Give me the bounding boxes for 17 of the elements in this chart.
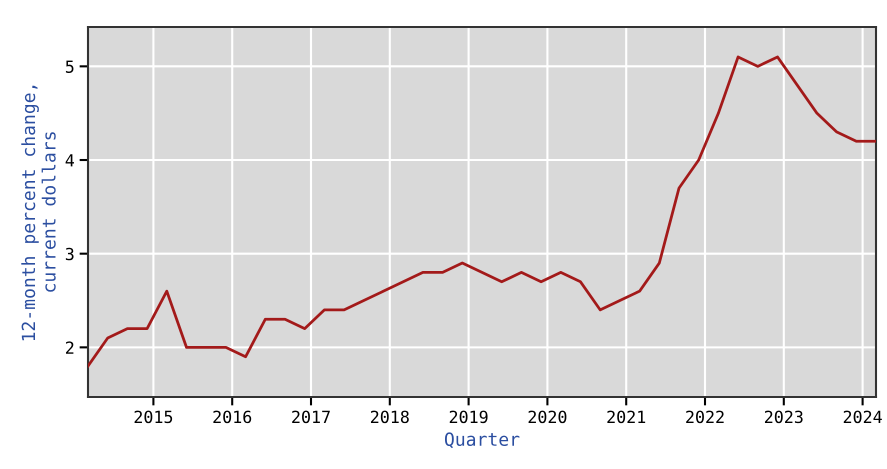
- y-tick-label: 2: [66, 341, 74, 354]
- x-axis-title: Quarter: [444, 432, 520, 448]
- x-tick-label: 2017: [292, 410, 330, 424]
- y-tick-label: 3: [66, 248, 74, 260]
- x-tick-label: 2022: [686, 410, 724, 424]
- y-tick-label: 4: [66, 154, 74, 166]
- y-axis-title: 12-month percent change, current dollars: [21, 86, 56, 340]
- y-tick-label: 5: [66, 60, 74, 73]
- x-tick-label: 2020: [528, 410, 566, 424]
- x-tick-label: 2015: [134, 410, 172, 424]
- line-series: [88, 56, 876, 368]
- x-tick-label: 2024: [844, 410, 882, 424]
- x-tick-label: 2016: [213, 410, 252, 424]
- x-tick-label: 2021: [607, 410, 646, 424]
- x-tick-label: 2018: [370, 410, 409, 424]
- x-tick-label: 2023: [764, 410, 803, 424]
- x-tick-label: 2019: [450, 410, 488, 424]
